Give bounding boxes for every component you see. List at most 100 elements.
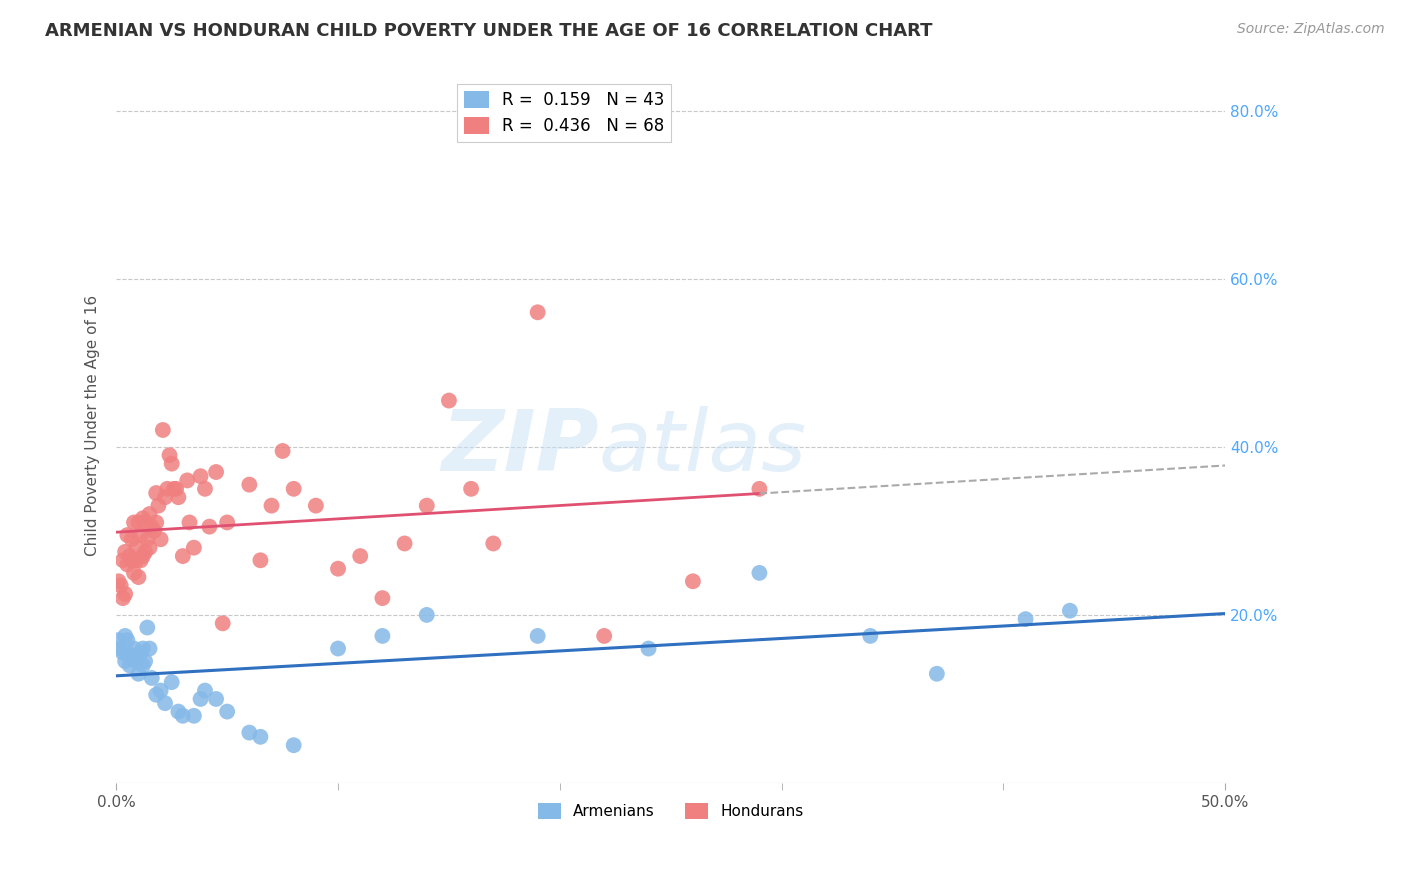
Point bbox=[217, 705, 239, 719]
Point bbox=[183, 708, 205, 723]
Point bbox=[183, 541, 205, 555]
Point bbox=[305, 499, 328, 513]
Point bbox=[416, 499, 439, 513]
Point bbox=[149, 683, 172, 698]
Point bbox=[148, 499, 170, 513]
Point bbox=[111, 646, 134, 660]
Point bbox=[107, 574, 129, 589]
Point bbox=[526, 629, 548, 643]
Point bbox=[1059, 604, 1081, 618]
Text: ARMENIAN VS HONDURAN CHILD POVERTY UNDER THE AGE OF 16 CORRELATION CHART: ARMENIAN VS HONDURAN CHILD POVERTY UNDER… bbox=[45, 22, 932, 40]
Point bbox=[153, 490, 176, 504]
Point bbox=[156, 482, 179, 496]
Point bbox=[134, 516, 156, 530]
Point bbox=[114, 587, 136, 601]
Point bbox=[141, 671, 163, 685]
Point bbox=[145, 486, 167, 500]
Point bbox=[127, 570, 149, 584]
Point bbox=[136, 621, 159, 635]
Point bbox=[117, 646, 139, 660]
Point bbox=[125, 553, 148, 567]
Point bbox=[748, 482, 770, 496]
Text: atlas: atlas bbox=[599, 406, 807, 489]
Point bbox=[859, 629, 882, 643]
Point bbox=[437, 393, 460, 408]
Point bbox=[637, 641, 659, 656]
Point bbox=[217, 516, 239, 530]
Point bbox=[349, 549, 371, 563]
Point bbox=[121, 649, 143, 664]
Point bbox=[114, 629, 136, 643]
Point bbox=[159, 448, 181, 462]
Point bbox=[165, 482, 187, 496]
Point bbox=[160, 675, 183, 690]
Point bbox=[271, 444, 294, 458]
Point bbox=[1014, 612, 1036, 626]
Point bbox=[125, 654, 148, 668]
Point bbox=[593, 629, 616, 643]
Point bbox=[205, 465, 228, 479]
Point bbox=[117, 528, 139, 542]
Point bbox=[129, 528, 152, 542]
Point bbox=[121, 553, 143, 567]
Point bbox=[110, 578, 132, 592]
Point bbox=[153, 696, 176, 710]
Text: ZIP: ZIP bbox=[441, 406, 599, 489]
Point bbox=[143, 524, 166, 538]
Point bbox=[121, 533, 143, 547]
Point bbox=[326, 641, 349, 656]
Point bbox=[132, 658, 155, 673]
Point bbox=[249, 730, 271, 744]
Point bbox=[129, 553, 152, 567]
Point bbox=[460, 482, 482, 496]
Point bbox=[145, 516, 167, 530]
Point bbox=[107, 633, 129, 648]
Point bbox=[145, 688, 167, 702]
Point bbox=[125, 541, 148, 555]
Point bbox=[748, 566, 770, 580]
Point bbox=[160, 457, 183, 471]
Point bbox=[526, 305, 548, 319]
Point bbox=[190, 692, 212, 706]
Y-axis label: Child Poverty Under the Age of 16: Child Poverty Under the Age of 16 bbox=[86, 295, 100, 557]
Point bbox=[152, 423, 174, 437]
Point bbox=[110, 641, 132, 656]
Point bbox=[249, 553, 271, 567]
Point bbox=[682, 574, 704, 589]
Point bbox=[122, 566, 145, 580]
Point bbox=[283, 482, 305, 496]
Point bbox=[198, 519, 221, 533]
Text: Source: ZipAtlas.com: Source: ZipAtlas.com bbox=[1237, 22, 1385, 37]
Point bbox=[163, 482, 186, 496]
Point bbox=[122, 641, 145, 656]
Point bbox=[122, 516, 145, 530]
Point bbox=[172, 549, 194, 563]
Point bbox=[179, 516, 201, 530]
Point bbox=[132, 511, 155, 525]
Point bbox=[238, 725, 260, 739]
Point bbox=[132, 549, 155, 563]
Point bbox=[149, 533, 172, 547]
Point bbox=[925, 666, 948, 681]
Point bbox=[211, 616, 233, 631]
Point bbox=[371, 629, 394, 643]
Point bbox=[190, 469, 212, 483]
Point bbox=[283, 738, 305, 752]
Point bbox=[118, 549, 141, 563]
Point bbox=[114, 654, 136, 668]
Point bbox=[141, 519, 163, 533]
Point bbox=[111, 553, 134, 567]
Legend: Armenians, Hondurans: Armenians, Hondurans bbox=[531, 797, 810, 825]
Point bbox=[167, 705, 190, 719]
Point bbox=[118, 658, 141, 673]
Point bbox=[194, 482, 217, 496]
Point bbox=[129, 646, 152, 660]
Point bbox=[172, 708, 194, 723]
Point bbox=[136, 533, 159, 547]
Point bbox=[111, 591, 134, 606]
Point bbox=[194, 683, 217, 698]
Point bbox=[326, 562, 349, 576]
Point bbox=[138, 641, 160, 656]
Point bbox=[416, 607, 439, 622]
Point bbox=[260, 499, 283, 513]
